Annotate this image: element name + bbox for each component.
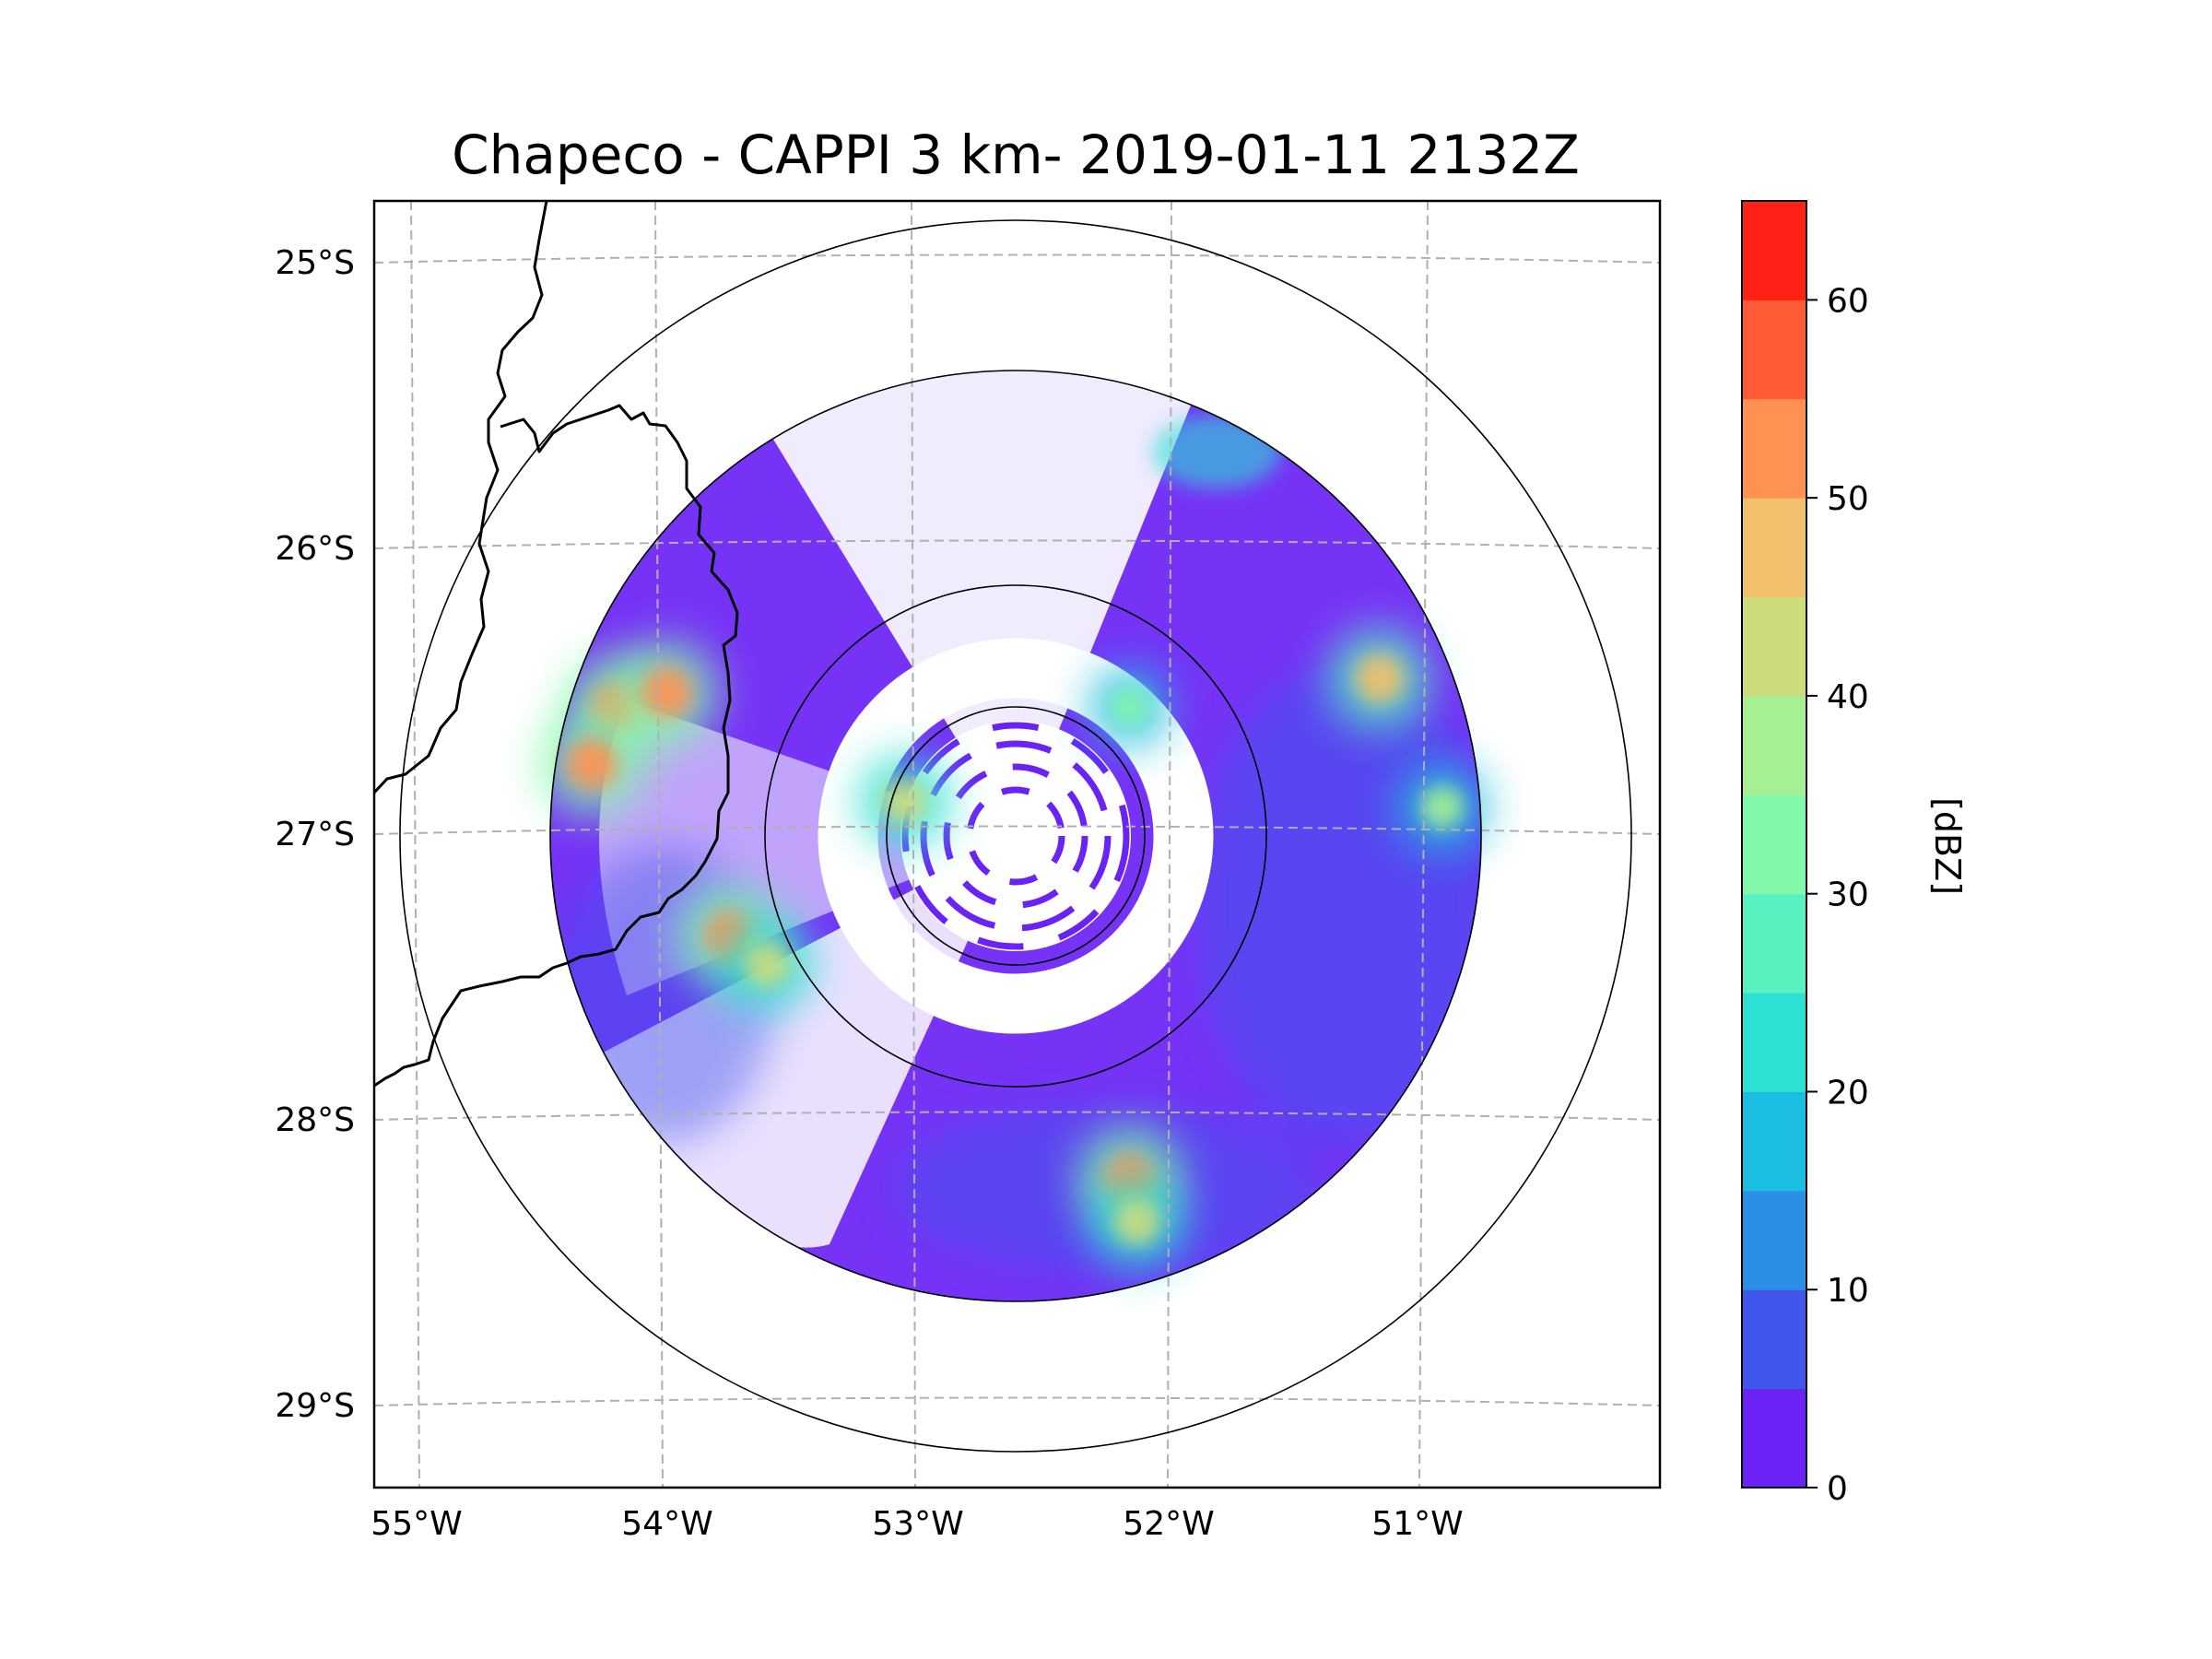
border-argentina-brazil <box>374 404 739 1088</box>
colorbar-label: [dBZ] <box>1927 797 1968 895</box>
gridline-lon-54 <box>654 201 664 1488</box>
x-axis-ticks: 55°W 54°W 53°W 52°W 51°W <box>371 1505 1463 1543</box>
plot-frame <box>372 199 1662 1489</box>
colorbar-band <box>1742 398 1806 499</box>
colorbar-tick-label: 40 <box>1827 678 1869 716</box>
gridline-lat-25 <box>374 253 1660 264</box>
y-tick-label: 28°S <box>275 1101 355 1139</box>
x-tick-label: 51°W <box>1371 1505 1463 1543</box>
range-ring-3 <box>549 370 1482 1302</box>
range-ring-4 <box>399 219 1632 1453</box>
colorbar-tick-label: 0 <box>1827 1470 1848 1508</box>
gridline-lat-26 <box>374 539 1660 549</box>
colorbar-tick-label: 10 <box>1827 1272 1869 1310</box>
x-tick-label: 54°W <box>621 1505 712 1543</box>
echo-cell-core <box>1355 653 1405 703</box>
colorbar-band <box>1742 201 1806 300</box>
colorbar-tick-label: 20 <box>1827 1074 1869 1112</box>
echo-cell-core <box>1114 1198 1160 1245</box>
gridlines <box>374 201 1660 1488</box>
echo-cell-core <box>1111 688 1149 726</box>
gridline-lon-52 <box>1167 201 1172 1488</box>
echo-broad-blue-east <box>1198 664 1481 1143</box>
colorbar-band <box>1742 1289 1806 1390</box>
map-plot-area <box>374 201 1660 1488</box>
political-boundaries <box>374 201 739 1088</box>
colorbar-band <box>1742 1190 1806 1290</box>
y-tick-label: 25°S <box>275 244 355 282</box>
y-tick-label: 27°S <box>275 816 355 853</box>
colorbar-band <box>1742 300 1806 400</box>
colorbar-band <box>1742 1091 1806 1192</box>
y-axis-ticks: 25°S 26°S 27°S 28°S 29°S <box>275 244 355 1425</box>
colorbar-band <box>1742 1388 1806 1488</box>
range-rings <box>399 219 1632 1453</box>
echo-cell-core <box>1420 785 1465 829</box>
colorbar: 0 10 20 30 40 50 60 <box>1741 200 1869 1508</box>
echo-north-gap <box>719 371 1198 836</box>
y-tick-label: 29°S <box>275 1387 355 1425</box>
echo-cell-core <box>882 779 927 824</box>
colorbar-band <box>1742 695 1806 795</box>
gridline-lat-29 <box>374 1396 1660 1406</box>
gridline-lat-28 <box>374 1111 1660 1121</box>
gridline-lat-27 <box>374 825 1660 835</box>
x-tick-label: 55°W <box>371 1505 462 1543</box>
colorbar-band <box>1742 893 1806 994</box>
border-paraguay-argentina <box>374 201 548 794</box>
echo-cell-core <box>566 738 618 790</box>
range-ring-2 <box>764 584 1267 1088</box>
range-ring-1 <box>886 706 1146 966</box>
colorbar-band <box>1742 993 1806 1092</box>
colorbar-band <box>1742 596 1806 697</box>
echo-cell-core <box>641 667 693 719</box>
gridline-lon-53 <box>911 201 916 1488</box>
colorbar-tick-label: 30 <box>1827 877 1869 914</box>
colorbar-tick-label: 60 <box>1827 282 1869 320</box>
echo-cell-core <box>744 941 790 987</box>
colorbar-band <box>1742 498 1806 598</box>
colorbar-frame <box>1741 200 1807 1488</box>
gridline-lon-55 <box>410 201 420 1488</box>
inner-blank-annulus <box>818 638 1214 1034</box>
x-tick-label: 52°W <box>1123 1505 1214 1543</box>
y-tick-label: 26°S <box>275 530 355 568</box>
inner-blank-core <box>900 721 1131 951</box>
x-tick-label: 53°W <box>872 1505 963 1543</box>
colorbar-tick-label: 50 <box>1827 480 1869 518</box>
colorbar-band <box>1742 794 1806 895</box>
chart-title: Chapeco - CAPPI 3 km- 2019-01-11 2132Z <box>452 124 1580 186</box>
gridline-lon-51 <box>1418 201 1429 1488</box>
